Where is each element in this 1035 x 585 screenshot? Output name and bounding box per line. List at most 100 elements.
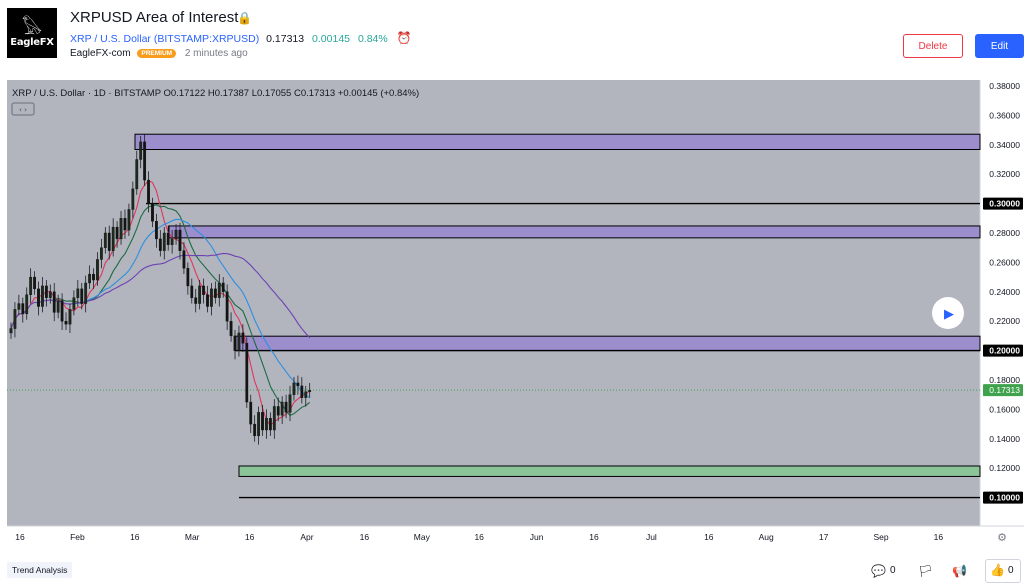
- y-tick-label: 0.38000: [989, 81, 1020, 91]
- candle: [33, 276, 36, 290]
- price-chart[interactable]: 0.38000 0.36000 0.34000 0.32000 0.30000 0.280…: [7, 80, 1024, 546]
- bookmark-icon[interactable]: 🏳: [918, 564, 934, 578]
- chart-plot-area[interactable]: [7, 80, 980, 526]
- candle: [182, 250, 186, 269]
- alarm-clock-icon[interactable]: ⏰: [396, 31, 412, 45]
- x-axis-labels: 16 Feb 16 Mar 16 Apr 16 May 16 Jun 16 Jul 16 Aug 17 Sep…: [15, 532, 943, 542]
- zone-green[interactable]: [238, 465, 981, 477]
- candle: [155, 221, 158, 240]
- candle: [198, 285, 202, 304]
- zone-purple[interactable]: [234, 335, 981, 352]
- y-tick-label: 0.10000: [989, 493, 1020, 503]
- price-axis[interactable]: [980, 80, 1024, 526]
- candle: [300, 385, 304, 398]
- zone-purple[interactable]: [134, 133, 981, 151]
- candle: [241, 332, 245, 344]
- x-tick-label: 16: [360, 532, 370, 542]
- symbol-line: XRP / U.S. Dollar (BITSTAMP:XRPUSD) 0.17…: [70, 31, 412, 45]
- zone-purple[interactable]: [168, 225, 981, 239]
- candle: [217, 282, 221, 298]
- tag-trend-analysis[interactable]: Trend Analysis: [7, 562, 73, 578]
- share-icon[interactable]: 📢: [952, 564, 967, 578]
- candle: [127, 209, 131, 231]
- candle: [21, 303, 25, 315]
- like-count: 0: [1008, 565, 1014, 576]
- author-logo[interactable]: 𓅃 EagleFX: [7, 8, 57, 58]
- y-axis-labels: 0.38000 0.36000 0.34000 0.32000 0.30000 0.280…: [983, 81, 1023, 504]
- y-tick-label: 0.36000: [989, 110, 1020, 120]
- like-button[interactable]: 👍 0: [985, 559, 1021, 583]
- candle: [225, 291, 229, 322]
- x-tick-label: 16: [934, 532, 944, 542]
- candle: [265, 418, 268, 431]
- candle: [99, 247, 103, 260]
- candle: [280, 401, 284, 416]
- author-name[interactable]: EagleFX-com: [70, 48, 131, 59]
- x-tick-label: Jul: [646, 532, 657, 542]
- candle: [72, 297, 76, 310]
- symbol-price: 0.17313: [266, 33, 305, 45]
- x-tick-label: 17: [819, 532, 829, 542]
- candle: [88, 273, 92, 284]
- lock-icon: 🔒: [237, 11, 252, 25]
- play-button[interactable]: [932, 297, 964, 329]
- time-axis[interactable]: [7, 526, 1024, 546]
- candle: [245, 343, 249, 403]
- y-tick-label: 0.22000: [989, 316, 1020, 326]
- candle: [162, 232, 166, 251]
- candle: [52, 291, 56, 313]
- candle: [103, 232, 107, 248]
- delete-button[interactable]: Delete: [903, 34, 963, 58]
- candle: [304, 391, 308, 398]
- candle: [68, 309, 72, 325]
- collapse-legend-button[interactable]: [11, 102, 35, 116]
- logo-text: EagleFX: [10, 36, 54, 48]
- thumbs-up-icon: 👍: [990, 563, 1005, 577]
- x-tick-label: Sep: [873, 532, 888, 542]
- candle: [151, 203, 154, 222]
- y-tick-label: 0.14000: [989, 434, 1020, 444]
- y-tick-label: 0.18000: [989, 375, 1020, 385]
- candle: [257, 412, 260, 437]
- y-tick-label: 0.16000: [989, 404, 1020, 414]
- comment-icon[interactable]: 💬: [871, 564, 886, 578]
- candle: [249, 401, 253, 425]
- candle: [276, 406, 280, 416]
- candle: [292, 382, 296, 395]
- candle: [80, 288, 84, 304]
- candle: [206, 294, 209, 307]
- candle: [96, 259, 99, 281]
- chart-legend: XRP / U.S. Dollar · 1D · BITSTAMP O0.171…: [12, 88, 419, 99]
- candle: [170, 238, 174, 245]
- candle: [44, 285, 48, 298]
- y-tick-label: 0.32000: [989, 169, 1020, 179]
- y-tick-label: 0.30000: [989, 199, 1020, 209]
- play-icon: ▶: [944, 307, 954, 322]
- y-tick-label: 0.20000: [989, 346, 1020, 356]
- symbol-link[interactable]: XRP / U.S. Dollar (BITSTAMP:XRPUSD): [70, 33, 260, 45]
- symbol-change-pct: 0.84%: [357, 33, 388, 45]
- candle: [296, 382, 300, 387]
- settings-icon[interactable]: ⚙: [997, 531, 1007, 544]
- candle: [229, 320, 233, 337]
- x-tick-label: Aug: [759, 532, 774, 542]
- x-tick-label: Feb: [70, 532, 85, 542]
- edit-button[interactable]: Edit: [975, 34, 1024, 58]
- candle: [107, 232, 111, 251]
- idea-title: XRPUSD Area of Interest: [70, 9, 239, 26]
- candle: [178, 229, 182, 251]
- candle: [166, 232, 170, 245]
- candle: [135, 159, 139, 190]
- last-price-label-bg: [983, 384, 1023, 397]
- candle: [233, 335, 237, 351]
- hlines-layer: [7, 202, 980, 499]
- x-tick-label: 16: [589, 532, 599, 542]
- candle: [111, 226, 115, 251]
- y-tick-label: 0.12000: [989, 463, 1020, 473]
- candle: [288, 394, 292, 413]
- candle: [186, 268, 190, 287]
- idea-footer: Trend Analysis 💬 0 🏳 📢 👍 0: [0, 555, 1035, 585]
- candle: [253, 423, 257, 437]
- y-tick-label: 0.28000: [989, 228, 1020, 238]
- candle: [115, 226, 119, 240]
